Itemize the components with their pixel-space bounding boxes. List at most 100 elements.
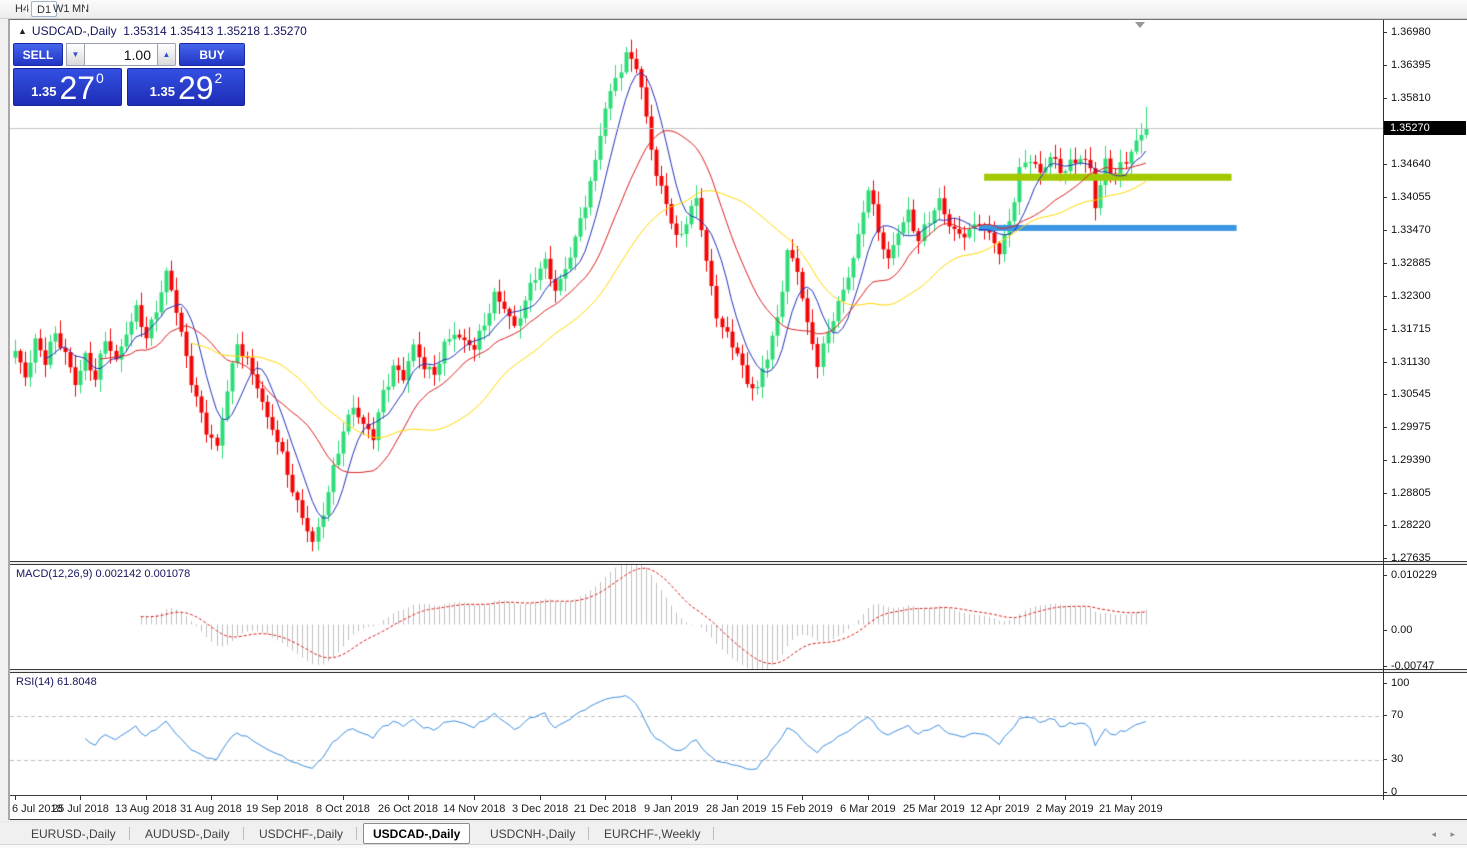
volume-input[interactable]	[84, 43, 157, 66]
collapse-triangle-icon[interactable]: ▲	[18, 26, 27, 36]
timeframe-button-h4[interactable]: H4	[15, 3, 30, 15]
tab-separator	[713, 827, 714, 840]
tab-separator	[588, 827, 589, 840]
pane-splitter[interactable]	[10, 669, 1467, 673]
price-tick-mark	[1383, 197, 1387, 198]
timeframe-button-w1[interactable]: W1	[53, 3, 70, 15]
time-tick-label: 2 May 2019	[1036, 803, 1094, 815]
price-tick-label: 1.27635	[1391, 552, 1431, 564]
chart-tab-usdcad[interactable]: USDCAD-,Daily	[363, 823, 471, 844]
time-tick-mark	[934, 796, 935, 800]
timeframe-button-d1[interactable]: D1	[31, 1, 58, 17]
price-tick-mark	[1383, 525, 1387, 526]
chart-tab-eurusd[interactable]: EURUSD-,Daily	[31, 827, 116, 841]
buy-price-small: 1.35	[149, 84, 175, 99]
buy-price-big: 29	[177, 70, 214, 106]
current-price-badge: 1.35270	[1384, 121, 1466, 135]
chart-tab-bar: ◂ ▸ EURUSD-,Daily AUDUSD-,Daily USDCHF-,Da…	[0, 821, 1467, 844]
macd-tick-label: -0.00747	[1391, 660, 1435, 672]
time-tick-mark	[671, 796, 672, 800]
time-tick-mark	[80, 796, 81, 800]
price-axis-border	[1383, 20, 1384, 800]
chart-legend: ▲ USDCAD-,Daily 1.35314 1.35413 1.35218 1…	[18, 24, 307, 38]
price-tick-mark	[1383, 263, 1387, 264]
price-tick-mark	[1383, 230, 1387, 231]
timeframe-button-mn[interactable]: MN	[72, 3, 90, 15]
price-tick-mark	[1383, 32, 1387, 33]
time-tick-label: 9 Jan 2019	[644, 803, 699, 815]
price-tick-label: 1.34055	[1391, 191, 1431, 203]
time-tick-mark	[868, 796, 869, 800]
price-tick-label: 1.31715	[1391, 323, 1431, 335]
price-tick-mark	[1383, 493, 1387, 494]
rsi-canvas[interactable]	[10, 673, 1383, 794]
volume-increase-button[interactable]: ▲	[157, 43, 176, 66]
tab-separator	[356, 827, 357, 840]
time-tick-mark	[408, 796, 409, 800]
rsi-tick-mark	[1383, 759, 1387, 760]
time-tick-mark	[277, 796, 278, 800]
chart-shift-marker-icon[interactable]	[1135, 22, 1145, 28]
time-tick-label: 8 Oct 2018	[316, 803, 370, 815]
buy-price-sup: 2	[214, 70, 223, 86]
sell-price-small: 1.35	[31, 84, 57, 99]
toolbar-separator	[26, 2, 27, 16]
price-tick-label: 1.29390	[1391, 454, 1431, 466]
macd-canvas[interactable]	[10, 565, 1383, 669]
time-tick-label: 12 Apr 2019	[970, 803, 1030, 815]
price-axis[interactable]: 1.36980 1.36395 1.35810 1.34640 1.34055 1.334…	[1383, 20, 1467, 798]
time-tick-label: 6 Jul 2018	[12, 803, 63, 815]
legend-ohlc: 1.35314 1.35413 1.35218 1.35270	[123, 24, 307, 38]
price-tick-label: 1.33470	[1391, 224, 1431, 236]
sell-price-big: 27	[59, 70, 96, 106]
price-tick-mark	[1383, 329, 1387, 330]
buy-price-button[interactable]: 1.35 29 2	[127, 68, 245, 106]
rsi-tick-mark	[1383, 683, 1387, 684]
macd-pane[interactable]: MACD(12,26,9) 0.002142 0.001078	[10, 565, 1383, 669]
macd-tick-label: 0.010229	[1391, 569, 1437, 581]
time-tick-mark	[211, 796, 212, 800]
price-tick-label: 1.28805	[1391, 487, 1431, 499]
time-tick-label: 3 Dec 2018	[512, 803, 569, 815]
volume-decrease-button[interactable]: ▼	[66, 43, 85, 66]
time-tick-label: 21 May 2019	[1099, 803, 1163, 815]
chart-tab-audusd[interactable]: AUDUSD-,Daily	[145, 827, 230, 841]
toolbar-separator	[85, 2, 86, 16]
time-tick-label: 31 Aug 2018	[180, 803, 242, 815]
price-tick-mark	[1383, 394, 1387, 395]
time-tick-label: 25 Mar 2019	[903, 803, 965, 815]
time-tick-label: 15 Feb 2019	[771, 803, 833, 815]
time-axis[interactable]: 6 Jul 2018 25 Jul 2018 13 Aug 2018 31 Aug 2…	[10, 795, 1467, 820]
price-pane[interactable]: ▲ USDCAD-,Daily 1.35314 1.35413 1.35218 1…	[10, 20, 1383, 561]
price-tick-label: 1.29975	[1391, 421, 1431, 433]
price-tick-label: 1.32885	[1391, 257, 1431, 269]
time-tick-label: 19 Sep 2018	[246, 803, 309, 815]
price-tick-label: 1.36395	[1391, 59, 1431, 71]
price-tick-label: 1.28220	[1391, 519, 1431, 531]
tab-scroll-arrows-icon[interactable]: ◂ ▸	[1431, 829, 1461, 839]
price-chart-canvas[interactable]	[10, 20, 1383, 561]
buy-button[interactable]: BUY	[179, 43, 245, 66]
chart-tab-usdchf[interactable]: USDCHF-,Daily	[259, 827, 343, 841]
rsi-tick-mark	[1383, 792, 1387, 793]
sell-button[interactable]: SELL	[13, 43, 63, 66]
chart-tab-eurchf[interactable]: EURCHF-,Weekly	[604, 827, 701, 841]
rsi-pane[interactable]: RSI(14) 61.8048	[10, 673, 1383, 794]
sell-price-button[interactable]: 1.35 27 0	[13, 68, 122, 106]
time-tick-mark	[605, 796, 606, 800]
time-tick-mark	[737, 796, 738, 800]
price-tick-mark	[1383, 558, 1387, 559]
time-tick-mark	[474, 796, 475, 800]
rsi-tick-mark	[1383, 715, 1387, 716]
pane-splitter[interactable]	[10, 561, 1467, 565]
time-tick-mark	[1131, 796, 1132, 800]
time-tick-mark	[802, 796, 803, 800]
time-tick-mark	[146, 796, 147, 800]
time-tick-mark	[343, 796, 344, 800]
macd-tick-mark	[1383, 630, 1387, 631]
price-tick-mark	[1383, 296, 1387, 297]
sell-price-sup: 0	[96, 70, 104, 86]
price-tick-mark	[1383, 427, 1387, 428]
chart-tab-usdcnh[interactable]: USDCNH-,Daily	[490, 827, 576, 841]
